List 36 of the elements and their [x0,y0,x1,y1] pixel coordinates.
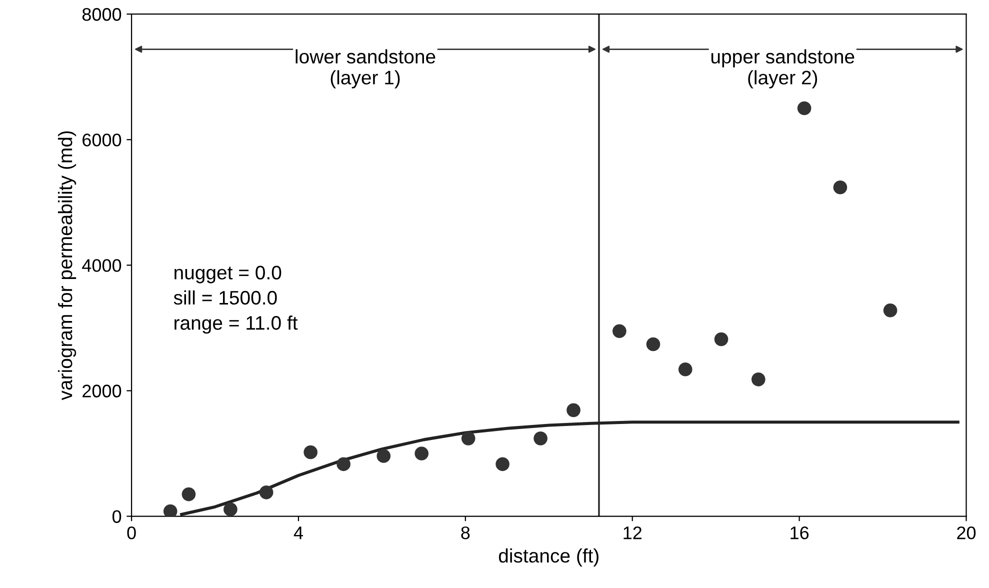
point [163,504,178,516]
point [646,337,660,352]
point [566,403,580,418]
point [612,324,626,338]
y-tick-label: 2000 [82,384,122,398]
annotation: nugget = 0.0 sill = 1500.0 range = 11.0 ft [174,266,298,334]
y-tick-label: 4000 [82,259,122,272]
point [461,432,476,446]
point [336,457,350,472]
x-tick-label: 0 [127,526,136,540]
x-tick-label: 20 [957,526,976,540]
x-tick-label: 12 [624,526,642,540]
point [797,101,812,116]
point [259,486,274,500]
x-tick-label: 8 [461,526,470,540]
annotation: lower sandstone (layer 1) [296,49,436,88]
y-tick-label: 0 [112,510,122,523]
point [534,432,548,446]
y-tick-label: 6000 [82,134,122,146]
point [182,487,196,502]
point [714,332,728,346]
point [752,372,766,386]
point [678,362,692,376]
x-tick-label: 16 [790,526,809,540]
point [376,449,391,463]
point [304,445,318,460]
y-axis-title: variogram for permeability (md) [58,131,76,400]
annotation: upper sandstone (layer 2) [711,49,854,88]
point [224,502,238,516]
point [833,180,848,194]
x-tick-label: 4 [294,526,303,540]
point [414,446,429,460]
point [883,303,898,318]
y-tick-label: 8000 [82,8,122,21]
x-axis-title: distance (ft) [498,548,598,566]
point [496,457,510,472]
